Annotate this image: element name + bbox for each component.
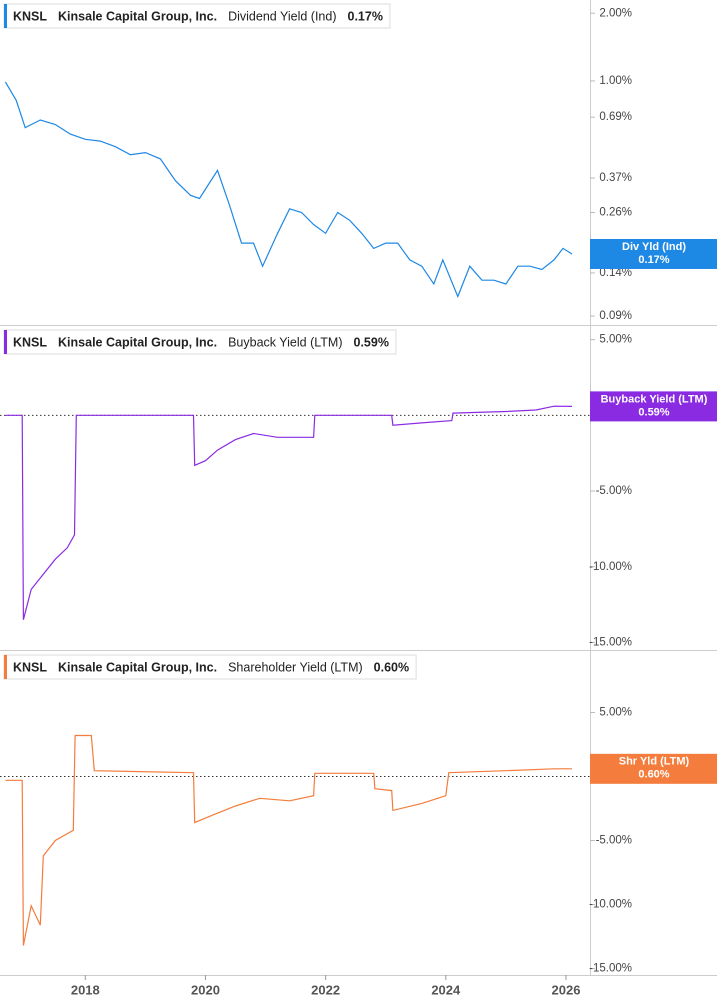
badge-label: Shr Yld (LTM) [619, 756, 690, 768]
y-tick-label: 5.00% [599, 334, 632, 346]
y-tick-label: 0.14% [599, 267, 632, 279]
y-tick-label: 0.37% [599, 172, 632, 184]
value-badge [590, 391, 717, 422]
company: Kinsale Capital Group, Inc. [58, 660, 217, 674]
badge-value: 0.59% [638, 406, 669, 418]
y-tick-label: -10.00% [589, 899, 632, 911]
y-tick-label: 1.00% [599, 75, 632, 87]
y-tick-label: -15.00% [589, 963, 632, 975]
y-tick-label: -5.00% [596, 835, 632, 847]
x-tick-label: 2020 [191, 982, 220, 997]
value-badge [590, 753, 717, 784]
y-tick-label: 0.26% [599, 207, 632, 219]
legend-box [3, 654, 417, 680]
series-line [5, 734, 572, 946]
badge-label: Buyback Yield (LTM) [601, 393, 708, 405]
legend-header: KNSL Kinsale Capital Group, Inc. Buyback Y… [3, 329, 397, 355]
y-tick-label: 2.00% [599, 7, 632, 19]
legend-name: Dividend Yield (Ind) [228, 9, 336, 23]
legend-header: KNSL Kinsale Capital Group, Inc. Sharehold… [3, 654, 417, 680]
value-badge [590, 238, 717, 269]
ticker: KNSL [13, 660, 47, 674]
current-value: 0.59% [354, 335, 389, 349]
badge-value: 0.60% [638, 769, 669, 781]
series-line [4, 81, 573, 299]
current-value: 0.17% [348, 9, 383, 23]
legend-swatch [4, 330, 7, 354]
legend-name: Buyback Yield (LTM) [228, 335, 342, 349]
x-tick-label: 2024 [431, 982, 461, 997]
legend-header: KNSL Kinsale Capital Group, Inc. Dividend … [3, 3, 391, 29]
current-value: 0.60% [374, 660, 409, 674]
y-tick-label: 0.09% [599, 310, 632, 322]
y-tick-label: 5.00% [599, 707, 632, 719]
badge-value: 0.17% [638, 254, 669, 266]
ticker: KNSL [13, 335, 47, 349]
y-tick-label: -15.00% [589, 636, 632, 648]
badge-label: Div Yld (Ind) [622, 241, 686, 253]
y-tick-label: -10.00% [589, 561, 632, 573]
y-tick-label: 0.69% [599, 111, 632, 123]
legend-box [3, 3, 391, 29]
x-tick-label: 2022 [311, 982, 340, 997]
ticker: KNSL [13, 9, 47, 23]
legend-swatch [4, 655, 7, 679]
series-line [5, 405, 573, 620]
legend-name: Shareholder Yield (LTM) [228, 660, 363, 674]
company: Kinsale Capital Group, Inc. [58, 9, 217, 23]
y-tick-label: -5.00% [596, 485, 632, 497]
legend-swatch [4, 4, 7, 28]
x-tick-label: 2018 [71, 982, 100, 997]
x-tick-label: 2026 [552, 982, 581, 997]
company: Kinsale Capital Group, Inc. [58, 335, 217, 349]
